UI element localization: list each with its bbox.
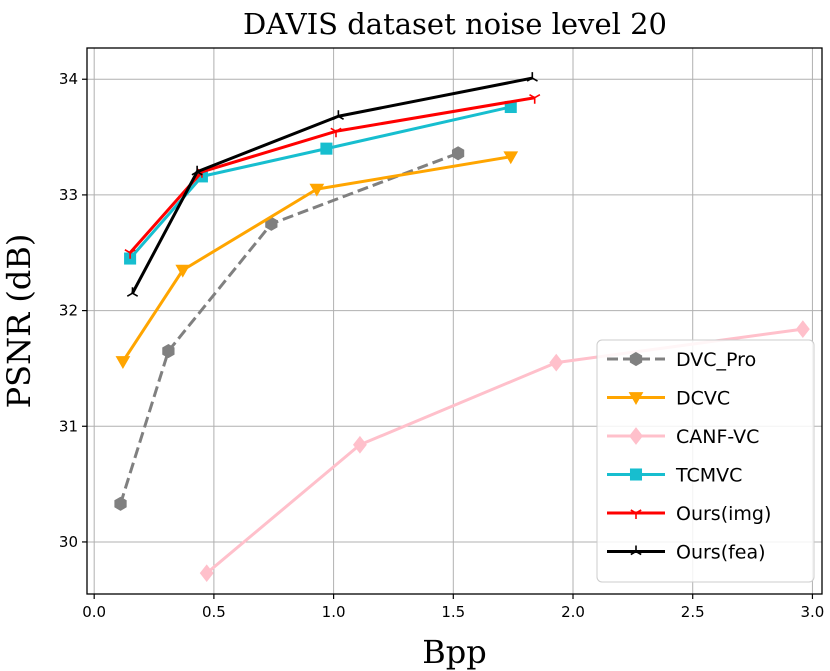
x-tick-label: 3.0 (800, 603, 824, 621)
data-point-tcmvc (320, 142, 333, 155)
y-tick-label: 33 (59, 186, 78, 204)
plot-area-frame (86, 47, 823, 595)
chart-grid (87, 48, 822, 594)
legend-label-canf-vc: CANF-VC (676, 426, 759, 448)
legend-marker (629, 351, 643, 367)
x-axis-label: Bpp (422, 633, 486, 671)
y-tick-label: 31 (59, 417, 78, 435)
legend-marker (629, 427, 643, 445)
series-line-ours-img (128, 96, 535, 254)
data-point-ours-img (529, 94, 541, 104)
data-point-ours-fea (526, 72, 538, 82)
legend-handle-dvc-pro (607, 351, 665, 367)
legend-label-tcmvc: TCMVC (675, 465, 742, 487)
y-tick-label: 34 (59, 70, 78, 88)
data-point-ours-fea (126, 287, 139, 297)
x-tick-label: 0.5 (202, 603, 226, 621)
legend-label-dvc-pro: DVC_Pro (676, 349, 756, 371)
chart-title: DAVIS dataset noise level 20 (243, 7, 667, 41)
y-axis-ticks: 30 31 32 33 34 (59, 70, 87, 551)
x-tick-label: 2.5 (681, 603, 705, 621)
data-point-dvc-pro (451, 146, 465, 161)
x-tick-label: 2.0 (561, 603, 585, 621)
data-point-dcvc (115, 356, 131, 369)
legend-handle-ours-fea (607, 545, 665, 556)
legend-marker (629, 468, 643, 481)
series-line-ours-fea (131, 76, 533, 294)
data-point-dvc-pro (114, 496, 127, 511)
series-dvc-pro (114, 146, 465, 511)
data-point-dcvc (175, 264, 191, 278)
data-point-canf-vc (795, 320, 810, 338)
x-axis-ticks: 0.0 0.5 1.0 1.5 2.0 2.5 3.0 (82, 594, 824, 621)
legend-marker (630, 509, 642, 519)
legend-marker (630, 545, 642, 556)
data-point-canf-vc (549, 353, 564, 372)
legend-handle-tcmvc (607, 468, 665, 481)
y-tick-label: 30 (59, 533, 78, 551)
legend-label-ours-fea: Ours(fea) (676, 542, 766, 564)
y-tick-label: 32 (59, 302, 78, 320)
x-tick-label: 1.5 (441, 603, 465, 621)
legend-handle-canf-vc (607, 427, 665, 445)
legend-box (596, 339, 815, 583)
series-line-dvc-pro (119, 151, 459, 505)
series-tcmvc (124, 100, 517, 265)
legend-label-ours-img: Ours(img) (676, 503, 771, 525)
y-axis-label: PSNR (dB) (0, 234, 38, 409)
legend-handle-dcvc (607, 392, 665, 406)
data-point-dvc-pro (162, 344, 175, 359)
series-line-dcvc (121, 155, 512, 363)
series-dcvc (115, 151, 519, 369)
data-point-ours-img (330, 127, 342, 138)
legend-marker (628, 392, 644, 406)
data-point-dcvc (503, 151, 519, 165)
chart-legend: DVC_Pro DCVC CANF-VC TCMVC Ours(img) Ours(fea… (596, 339, 815, 583)
data-point-ours-fea (332, 110, 344, 120)
x-tick-label: 1.0 (322, 603, 346, 621)
data-point-canf-vc (352, 435, 367, 454)
data-point-dcvc (309, 183, 325, 197)
series-line-tcmvc (128, 105, 512, 260)
data-point-canf-vc (199, 564, 214, 583)
data-point-ours-img (124, 249, 136, 259)
x-tick-label: 0.0 (82, 603, 106, 621)
data-point-ours-fea (191, 165, 203, 176)
legend-label-dcvc: DCVC (676, 388, 730, 410)
series-ours-fea (126, 72, 538, 297)
legend-handle-ours-img (607, 509, 665, 519)
